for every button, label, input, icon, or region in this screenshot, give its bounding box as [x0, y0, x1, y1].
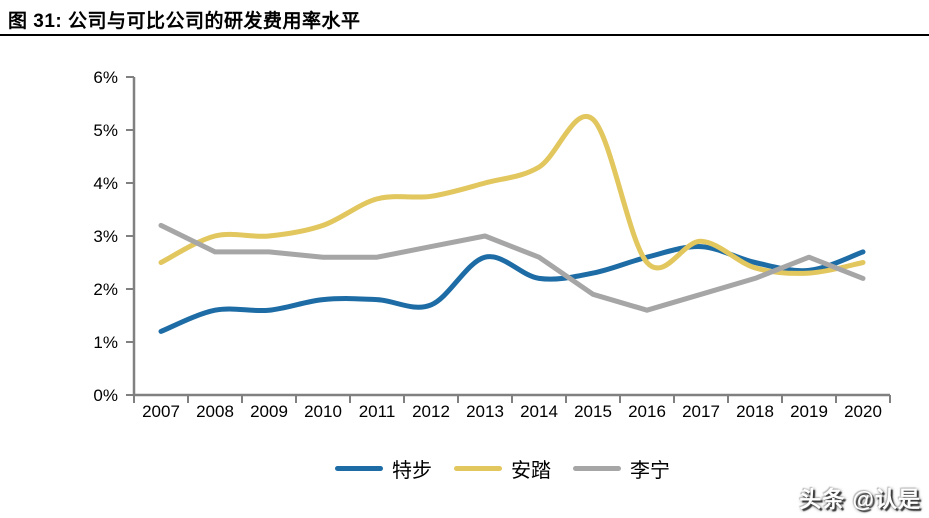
legend-label-xtep: 特步 — [392, 460, 432, 482]
x-tick-label: 2010 — [304, 402, 342, 421]
legend-item-anta: 安踏 — [454, 454, 551, 483]
y-tick-label: 2% — [93, 280, 118, 299]
watermark-text: 头条 @认是 — [799, 487, 921, 512]
y-tick-label: 6% — [93, 68, 118, 87]
figure-title: 图 31: 公司与可比公司的研发费用率水平 — [8, 11, 361, 32]
x-tick-label: 2014 — [520, 402, 558, 421]
x-tick-label: 2016 — [628, 402, 666, 421]
y-tick-label: 4% — [93, 174, 118, 193]
title-divider-rule — [0, 34, 929, 36]
x-tick-label: 2011 — [359, 402, 396, 421]
legend-item-lining: 李宁 — [573, 454, 670, 483]
y-tick-label: 5% — [93, 121, 118, 140]
legend-label-lining: 李宁 — [630, 460, 670, 482]
y-tick-label: 0% — [93, 386, 118, 405]
x-tick-label: 2012 — [412, 402, 450, 421]
x-tick-label: 2017 — [682, 402, 720, 421]
x-tick-label: 2020 — [844, 402, 882, 421]
chart-legend: 特步 安踏 李宁 — [38, 454, 929, 483]
xtep-line-swatch-icon — [335, 466, 383, 471]
lining-line-swatch-icon — [573, 466, 621, 471]
x-tick-label: 2013 — [466, 402, 504, 421]
anta-line-swatch-icon — [454, 466, 502, 471]
x-tick-label: 2018 — [736, 402, 774, 421]
series-line-2 — [158, 222, 866, 313]
y-tick-label: 3% — [93, 227, 118, 246]
x-tick-label: 2007 — [142, 402, 180, 421]
x-tick-label: 2015 — [574, 402, 612, 421]
y-tick-label: 1% — [93, 333, 118, 352]
legend-label-anta: 安踏 — [511, 460, 551, 482]
series-line-0 — [158, 244, 866, 334]
x-tick-label: 2009 — [250, 402, 288, 421]
x-tick-label: 2008 — [196, 402, 234, 421]
x-tick-label: 2019 — [790, 402, 828, 421]
series-line-1 — [158, 114, 866, 276]
legend-item-xtep: 特步 — [335, 454, 432, 483]
